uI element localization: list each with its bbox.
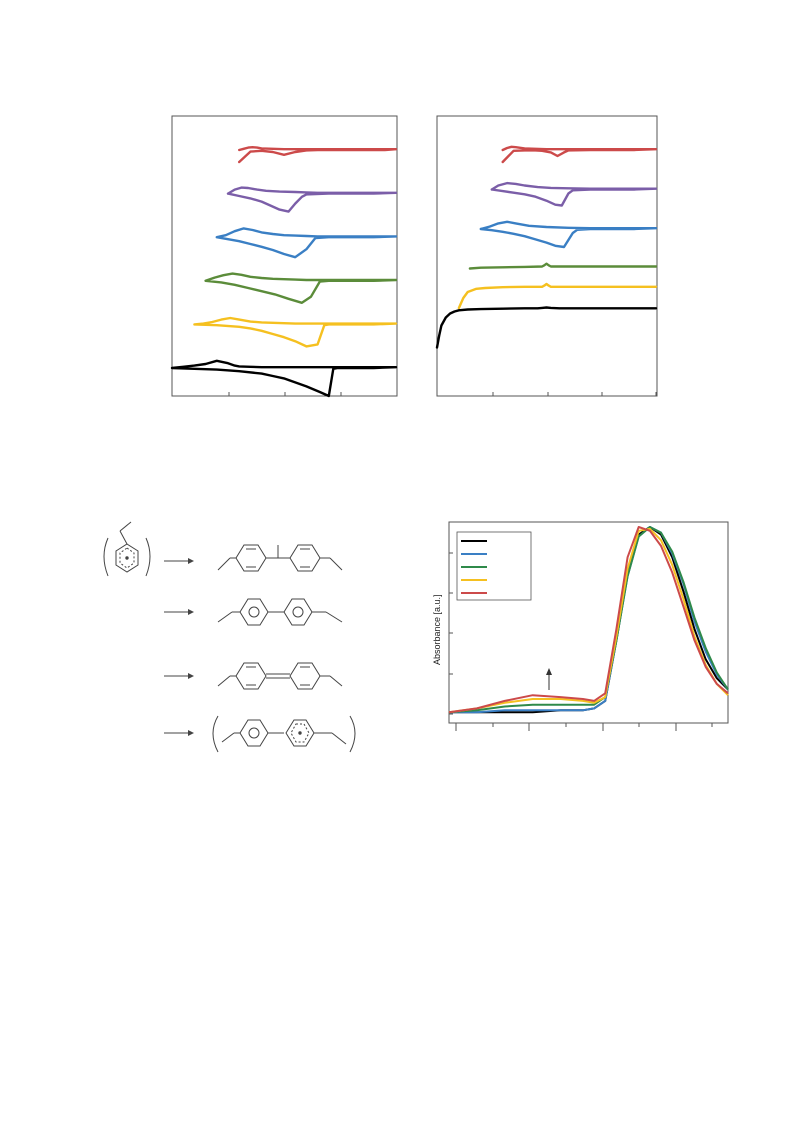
- cv-right-panel: [435, 115, 658, 397]
- cv-trace-yellow: [193, 316, 398, 348]
- reaction-scheme: [103, 521, 356, 753]
- cv-trace-black: [435, 306, 658, 349]
- uv-panel: Absorbance [a.u.]: [432, 521, 729, 731]
- product-structure-4: [212, 715, 356, 753]
- increase-arrow: [546, 668, 552, 690]
- product-structure-2: [217, 598, 343, 626]
- cv-trace-blue: [479, 220, 658, 249]
- cv-trace-black: [170, 359, 398, 398]
- cv-trace-red: [501, 145, 658, 164]
- cv-right-plot-area: [435, 145, 658, 349]
- reaction-arrows: [164, 558, 194, 736]
- cv-trace-yellow: [457, 282, 658, 310]
- cv-trace-purple: [490, 181, 658, 207]
- uv-trace-uv_green: [448, 526, 729, 714]
- uv-legend: [456, 531, 532, 601]
- uv-trace-red: [448, 526, 729, 714]
- uv-trace-yellow: [448, 527, 729, 714]
- uv-y-ticks: [449, 552, 453, 715]
- cv-trace-red: [237, 145, 398, 164]
- cv-trace-green: [204, 272, 398, 304]
- uv-y-axis-label: Absorbance [a.u.]: [432, 594, 442, 665]
- uv-frame: [448, 521, 729, 724]
- uv-x-ticks: [455, 723, 713, 731]
- cv-left-frame: [171, 115, 398, 397]
- cv-left-panel: [170, 115, 398, 398]
- cv-left-x-ticks: [171, 392, 342, 396]
- product-structure-3: [217, 662, 343, 690]
- cv-trace-blue: [215, 227, 398, 259]
- cv-trace-green: [468, 262, 658, 270]
- radical-monomer-structure: [103, 521, 151, 577]
- product-structure-1: [217, 544, 343, 572]
- cv-right-x-ticks: [492, 392, 657, 396]
- cv-left-plot-area: [170, 145, 398, 398]
- uv-plot-area: [448, 526, 729, 714]
- cv-right-frame: [436, 115, 658, 397]
- cv-trace-purple: [226, 186, 398, 213]
